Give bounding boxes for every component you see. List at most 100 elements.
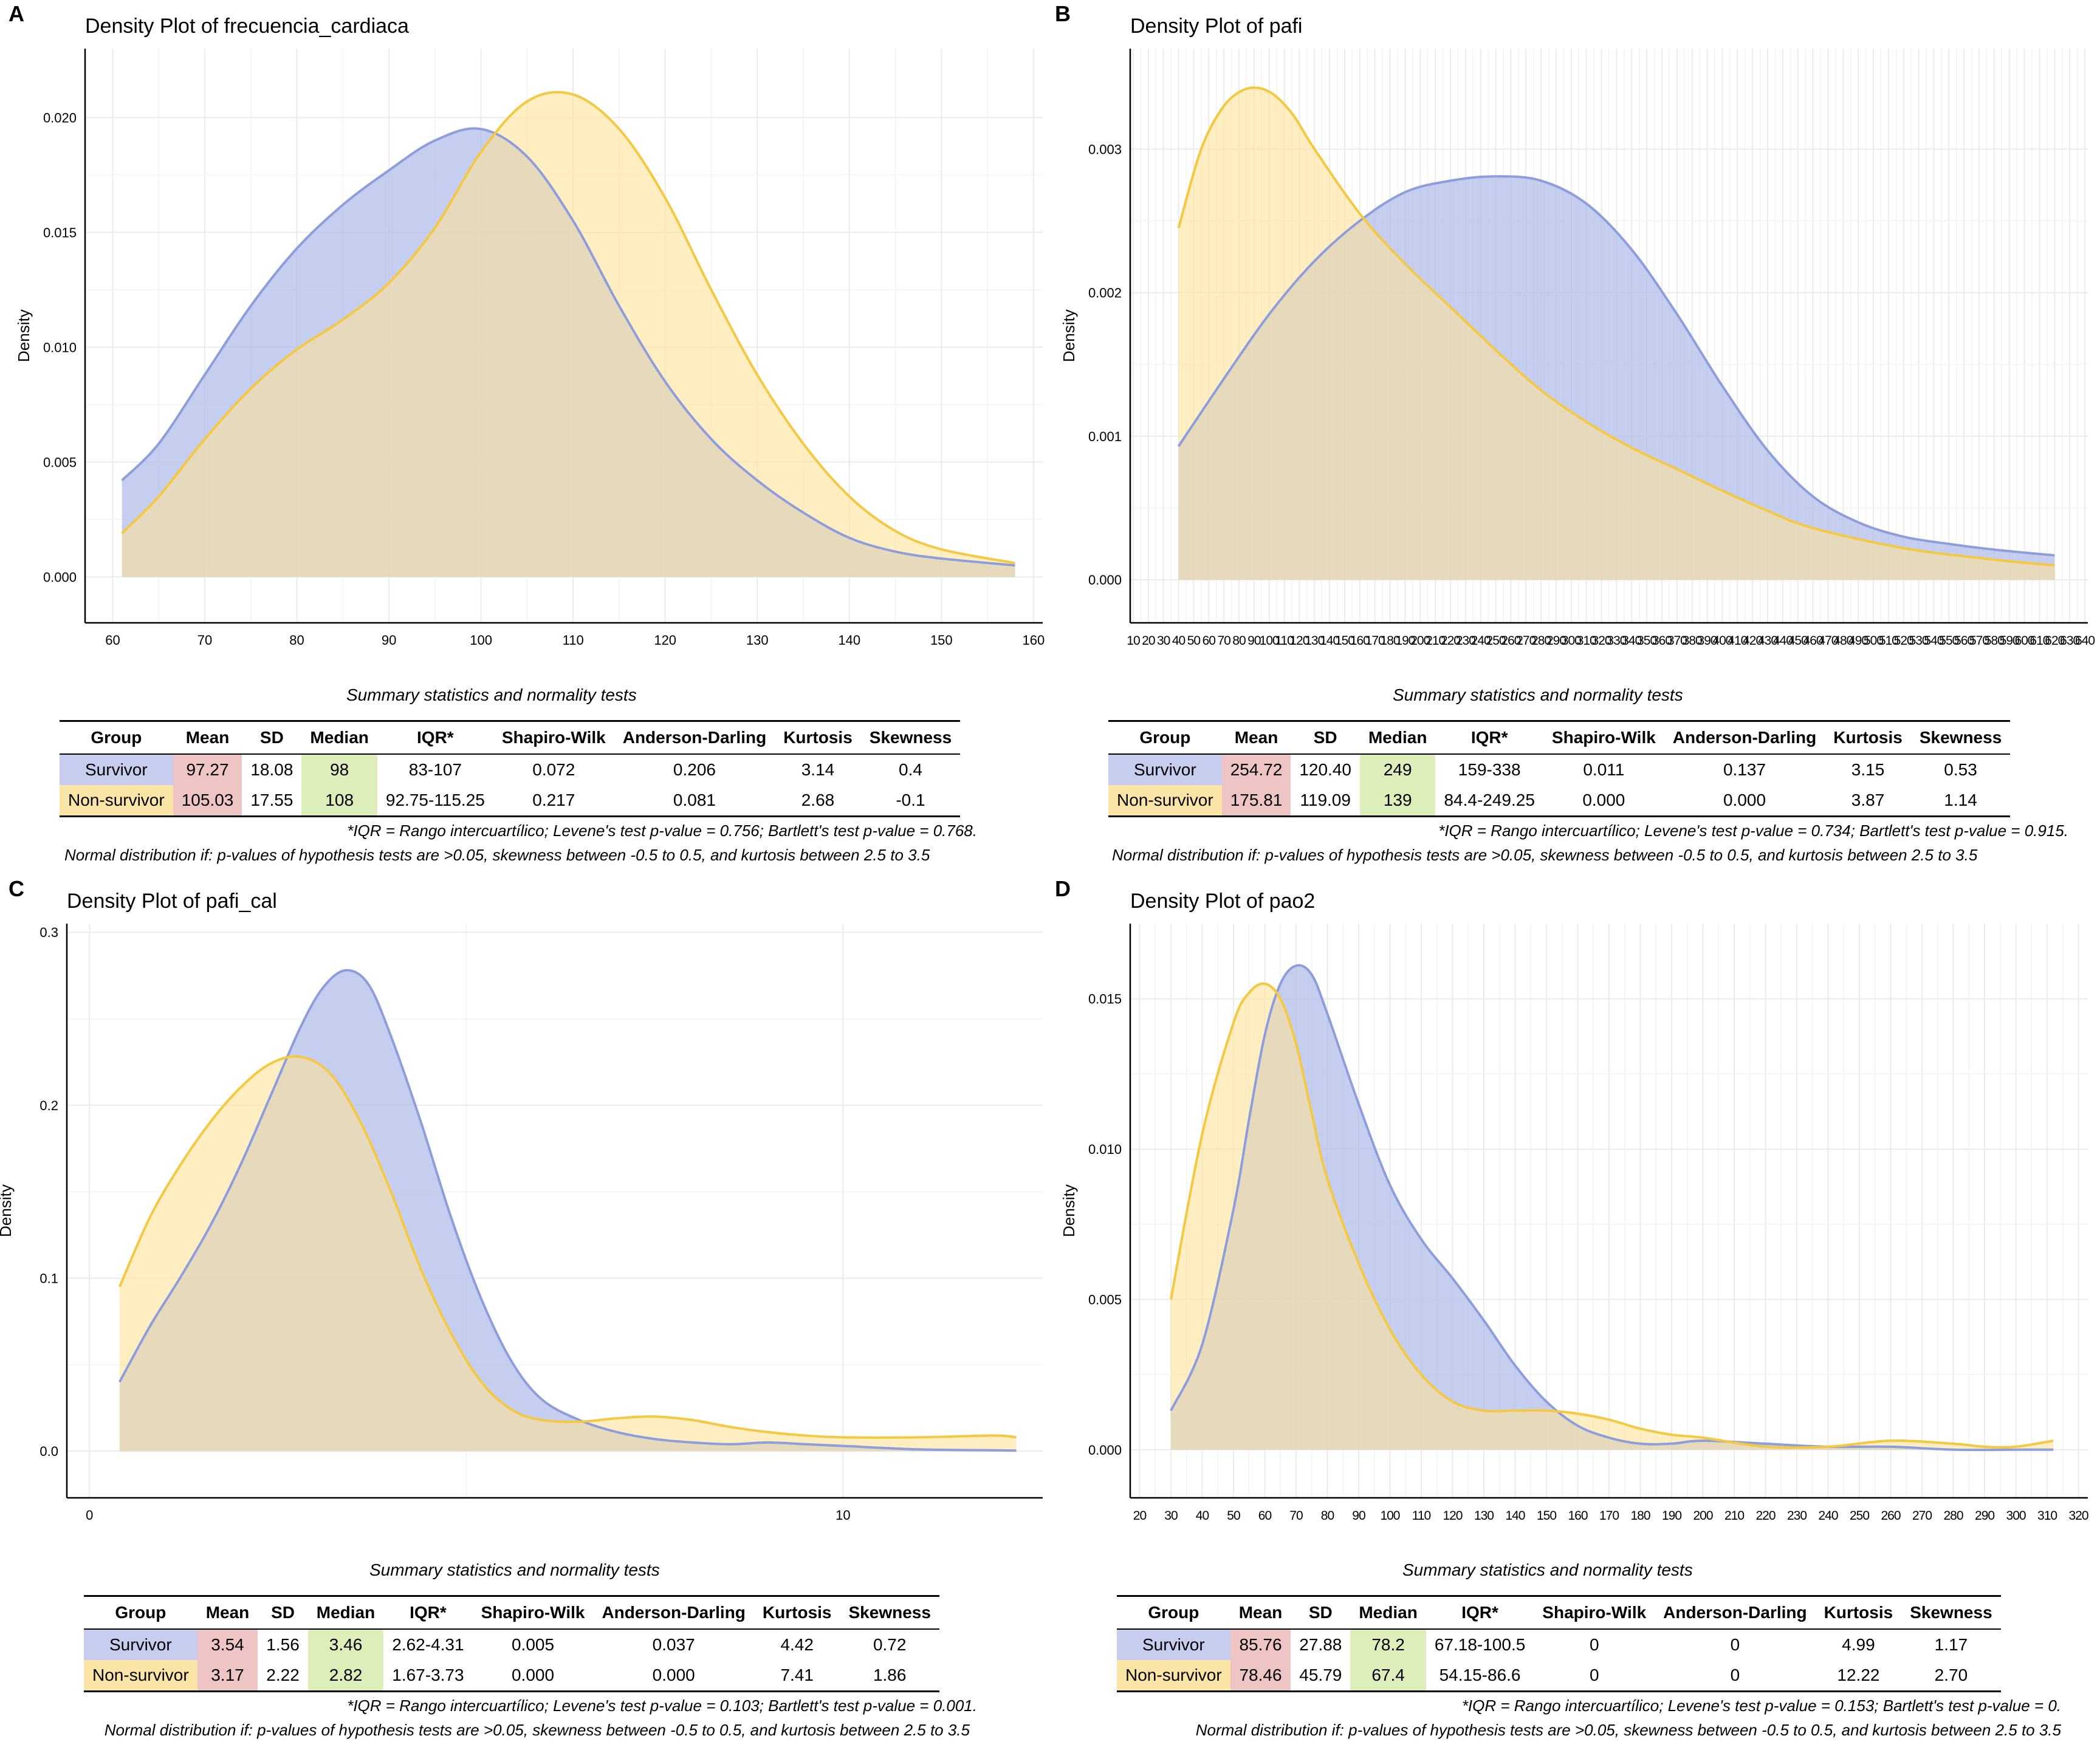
x-tick-label: 120 [1443,1509,1462,1523]
y-tick-label: 0.1 [39,1271,58,1286]
x-tick-label: 570 [1969,634,1989,648]
plot-title: Density Plot of pafi [1130,15,1303,38]
table-cell-mean: 105.03 [173,785,242,817]
x-tick-label: 150 [1537,1509,1556,1523]
x-tick-label: 20 [1133,1509,1147,1523]
density-area-survivor [1171,965,2054,1450]
y-tick-label: 0.2 [39,1098,58,1113]
x-tick-label: 130 [1305,634,1324,648]
x-tick-label: 390 [1698,634,1717,648]
table-cell-group: Non-survivor [1108,785,1222,817]
table-cell-iqr: 159-338 [1458,760,1521,779]
x-tick-label: 520 [1894,634,1913,648]
x-tick-label: 550 [1939,634,1958,648]
x-tick-label: 230 [1787,1509,1807,1523]
x-tick-label: 340 [1622,634,1641,648]
x-tick-label: 590 [2000,634,2019,648]
x-tick-label: 110 [1412,1509,1431,1523]
table-cell-iqr: 2.62-4.31 [392,1635,464,1654]
panel-letter: C [9,876,24,901]
density-line-survivor [1170,964,2054,1452]
x-tick-label: 330 [1607,634,1626,648]
x-tick-label: 250 [1850,1509,1869,1523]
x-tick-label: 130 [1474,1509,1494,1523]
x-tick-label: 190 [1395,634,1415,648]
table-cell-iqr: 92.75-115.25 [377,785,493,817]
y-tick-label: 0.010 [1088,1142,1122,1157]
x-tick-label: 90 [382,633,396,648]
column-header: IQR* [1426,1596,1534,1630]
density-line-non-survivor [1170,982,2054,1449]
x-tick-label: 270 [1912,1509,1932,1523]
table-row: Non-survivor 175.81 119.09 139 84.4-249.25 0.… [1108,785,2011,817]
x-tick-label: 80 [1321,1509,1334,1523]
x-tick-label: 410 [1728,634,1747,648]
x-tick-label: 10 [836,1508,850,1523]
column-header: Median [301,721,377,755]
table-cell-sd: 27.88 [1299,1635,1342,1654]
table-cell-sw: 0.005 [511,1635,555,1654]
x-tick-label: 70 [1217,634,1230,648]
x-tick-label: 60 [1258,1509,1272,1523]
table-cell-group: Survivor [1117,1629,1230,1660]
y-tick-label: 0.003 [1088,142,1122,157]
x-tick-label: 40 [1196,1509,1209,1523]
table-cell-median: 108 [301,785,377,817]
table-cell-kurt: 3.15 [1851,760,1885,779]
panel-c: C Density Plot of pafi_cal 0.0 0.1 0.2 0.3 0… [0,875,1050,1750]
table-cell-mean: 85.76 [1230,1629,1291,1660]
table-cell-kurt: 4.42 [780,1635,814,1654]
table-cell-iqr: 54.15-86.6 [1426,1660,1534,1692]
y-tick-label: 0.000 [1088,572,1122,588]
column-header: Group [1117,1596,1230,1630]
table-cell-median: 2.82 [307,1660,384,1692]
x-tick-label: 170 [1365,634,1385,648]
x-tick-label: 470 [1818,634,1837,648]
column-header: Anderson-Darling [593,1596,754,1630]
panel-d: D Density Plot of pao2 0.000 0.005 0.010 0.… [1050,875,2100,1750]
x-tick-label: 20 [1142,634,1155,648]
x-tick-label: 280 [1531,634,1551,648]
column-header: SD [242,721,302,755]
y-tick-label: 0.000 [43,569,77,585]
plot-title: Density Plot of pao2 [1130,890,1316,913]
column-header: Kurtosis [1825,721,1911,755]
stats-table: Group Mean SD Median IQR* Shapiro-Wilk Anderso… [1117,1595,2001,1692]
column-header: IQR* [1435,721,1543,755]
column-header: Skewness [1901,1596,2001,1630]
x-tick-label: 580 [1985,634,2004,648]
column-header: Shapiro-Wilk [472,1596,594,1630]
table-cell-group: Non-survivor [84,1660,197,1692]
x-tick-label: 310 [1577,634,1596,648]
x-tick-label: 100 [1380,1509,1399,1523]
x-tick-label: 490 [1848,634,1868,648]
y-tick-label: 0.001 [1088,429,1122,444]
column-header: Mean [197,1596,258,1630]
x-tick-label: 170 [1599,1509,1619,1523]
x-tick-label: 370 [1667,634,1687,648]
x-tick-label: 480 [1833,634,1853,648]
x-tick-label: 90 [1352,1509,1365,1523]
y-tick-label: 0.002 [1088,286,1122,301]
density-line-survivor [121,127,1015,567]
column-header: IQR* [377,721,493,755]
table-cell-ad: 0.137 [1723,760,1766,779]
table-cell-mean: 3.54 [197,1629,258,1660]
x-tick-label: 620 [2045,634,2064,648]
y-axis-label: Density [15,309,33,362]
table-cell-group: Survivor [60,754,173,785]
column-header: Kurtosis [1815,1596,1902,1630]
x-tick-label: 70 [1289,1509,1303,1523]
y-tick-label: 0.005 [1088,1292,1122,1307]
density-line-non-survivor [121,91,1015,564]
x-tick-label: 500 [1864,634,1883,648]
panel-a: A Density Plot of frecuencia_cardiaca 0.… [0,0,1050,875]
table-cell-skew: 1.17 [1934,1635,1968,1654]
x-tick-label: 530 [1909,634,1929,648]
table-cell-sw: 0.000 [1543,785,1664,817]
x-tick-label: 50 [1227,1509,1240,1523]
column-header: Mean [1230,1596,1291,1630]
x-tick-label: 30 [1164,1509,1178,1523]
x-tick-label: 610 [2030,634,2049,648]
x-tick-label: 290 [1975,1509,1994,1523]
